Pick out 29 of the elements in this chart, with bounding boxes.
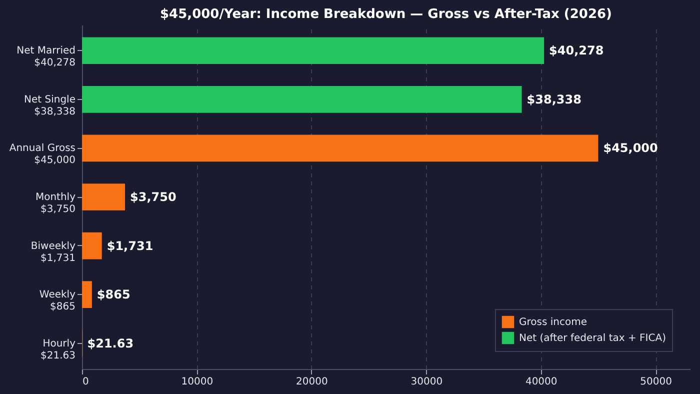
data-label: $3,750: [130, 190, 176, 204]
y-tick-label: Weekly $865: [39, 290, 76, 313]
y-tick-label: Net Married $40,278: [16, 46, 76, 69]
x-tick-label: 40000: [525, 376, 558, 388]
data-label: $21.63: [87, 336, 134, 350]
x-tick-label: 30000: [410, 376, 443, 388]
data-label: $38,338: [526, 92, 582, 106]
bar: [82, 86, 522, 113]
bar: [82, 184, 126, 210]
bar: [82, 134, 598, 162]
data-label: $40,278: [549, 44, 604, 58]
data-label: $1,731: [106, 238, 154, 253]
data-label: $45,000: [603, 141, 658, 156]
bar: [82, 37, 544, 64]
y-tick-label: Biweekly $1,731: [30, 240, 76, 264]
chart-title: $45,000/Year: Income Breakdown — Gross vs After-Tax (2026): [160, 7, 612, 22]
data-label: $865: [96, 288, 130, 302]
x-tick-label: 10000: [181, 376, 214, 388]
y-tick-label: Monthly $3,750: [35, 192, 76, 215]
y-tick-label: Annual Gross $45,000: [9, 143, 76, 166]
bar: [82, 281, 92, 308]
x-tick-label: 20000: [296, 376, 328, 388]
x-tick-label: 0: [82, 376, 89, 388]
bar: [82, 232, 102, 260]
y-tick-label: Hourly $21.63: [40, 338, 76, 362]
legend-label: Net (after federal tax + FICA): [519, 333, 666, 344]
x-tick-label: 50000: [640, 376, 672, 388]
legend-label: Gross income: [519, 317, 587, 328]
y-tick-label: Net Single $38,338: [24, 94, 76, 118]
